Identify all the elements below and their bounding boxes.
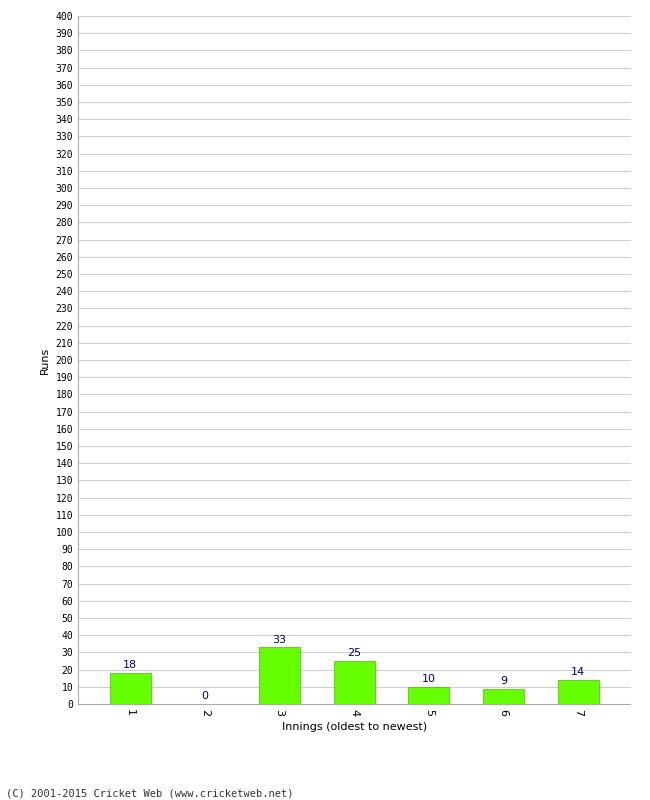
Text: 14: 14 bbox=[571, 667, 585, 678]
Text: 33: 33 bbox=[272, 634, 287, 645]
Text: 25: 25 bbox=[347, 649, 361, 658]
Text: 9: 9 bbox=[500, 676, 507, 686]
Bar bbox=[483, 689, 524, 704]
Text: 0: 0 bbox=[202, 691, 209, 702]
Text: 18: 18 bbox=[124, 661, 137, 670]
Y-axis label: Runs: Runs bbox=[40, 346, 50, 374]
Bar bbox=[259, 647, 300, 704]
Bar bbox=[408, 686, 449, 704]
Text: (C) 2001-2015 Cricket Web (www.cricketweb.net): (C) 2001-2015 Cricket Web (www.cricketwe… bbox=[6, 788, 294, 798]
Bar bbox=[333, 661, 375, 704]
Bar bbox=[558, 680, 599, 704]
Bar bbox=[110, 673, 151, 704]
X-axis label: Innings (oldest to newest): Innings (oldest to newest) bbox=[281, 722, 427, 731]
Text: 10: 10 bbox=[422, 674, 436, 684]
